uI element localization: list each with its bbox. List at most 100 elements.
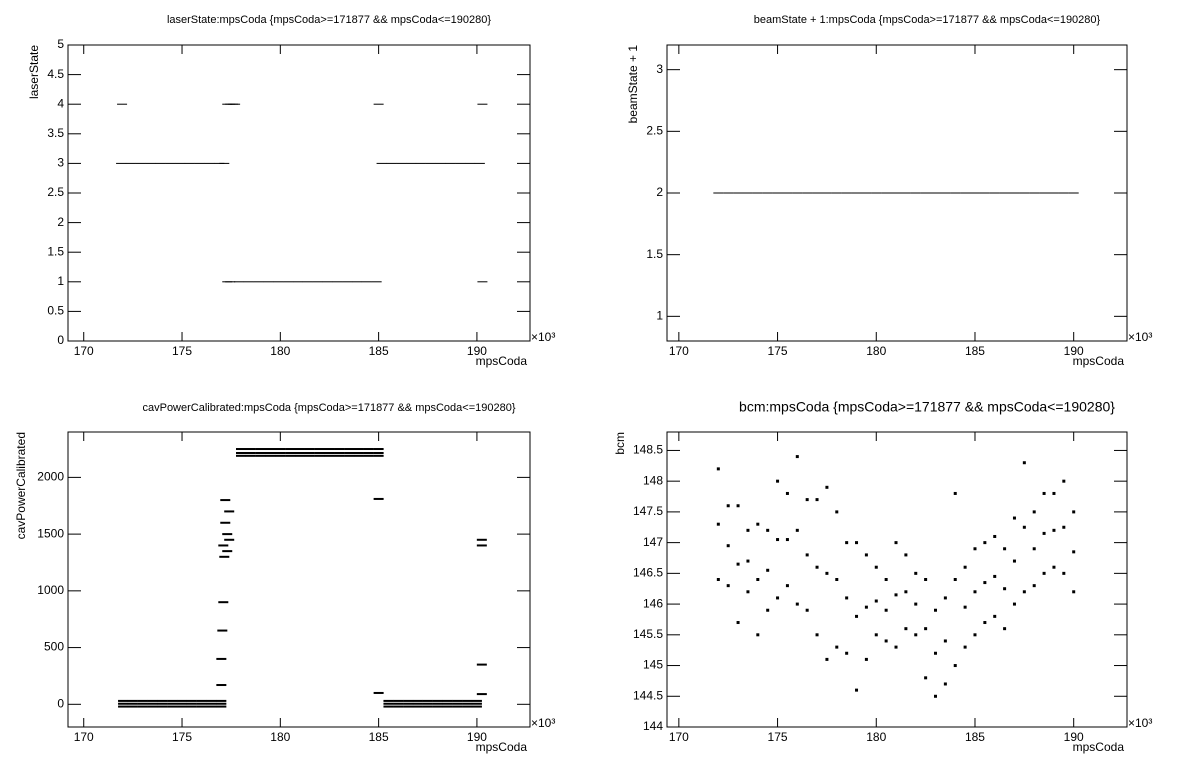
data-point (1052, 565, 1056, 569)
data-point (353, 454, 364, 457)
data-point (186, 705, 197, 708)
data-point (713, 192, 724, 194)
x-tick-label: 185 (369, 730, 389, 744)
data-point (766, 568, 770, 572)
y-tick-label: 0 (57, 333, 64, 347)
data-point (220, 521, 231, 524)
data-point (177, 699, 188, 702)
data-point (186, 699, 197, 702)
data-point (474, 162, 485, 164)
data-point (452, 705, 463, 708)
plot-frame (67, 44, 531, 342)
x-axis-multiplier: ×10³ (531, 716, 555, 730)
data-point (910, 192, 921, 194)
data-point (835, 578, 839, 581)
data-point (983, 541, 987, 545)
data-point (147, 702, 158, 705)
data-point (1062, 525, 1066, 529)
data-point (452, 699, 463, 702)
x-axis-label: mpsCoda (476, 740, 528, 754)
data-point (855, 688, 859, 692)
data-point (1048, 192, 1059, 194)
data-point (953, 578, 957, 581)
data-point (245, 454, 256, 457)
data-point (476, 538, 487, 541)
data-point (403, 702, 414, 705)
y-tick-label: 144 (643, 719, 663, 733)
data-point (167, 702, 178, 705)
data-point (175, 162, 186, 164)
data-point (314, 451, 325, 454)
data-point (322, 281, 333, 283)
data-point (342, 281, 353, 283)
data-point (234, 281, 245, 283)
data-point (283, 281, 294, 283)
data-point (224, 510, 235, 513)
data-point (435, 162, 446, 164)
data-point (236, 454, 247, 457)
data-point (1022, 525, 1026, 529)
data-point (963, 565, 967, 569)
data-point (845, 651, 849, 655)
data-point (1052, 528, 1056, 532)
data-point (344, 448, 355, 451)
y-tick-label: 1 (656, 309, 663, 323)
data-point (219, 162, 230, 164)
data-point (864, 605, 868, 609)
data-point (736, 504, 740, 508)
data-point (314, 448, 325, 451)
data-point (206, 705, 217, 708)
x-axis-multiplier: ×10³ (1128, 716, 1152, 730)
data-point (835, 510, 839, 514)
data-point (855, 614, 859, 618)
data-point (334, 451, 345, 454)
y-tick-label: 145 (643, 658, 663, 672)
y-tick-label: 0 (57, 696, 64, 710)
data-point (275, 451, 286, 454)
data-point (236, 448, 247, 451)
data-point (194, 162, 205, 164)
data-point (756, 633, 760, 637)
data-point (716, 522, 720, 526)
x-tick-label: 185 (369, 344, 389, 358)
data-point (304, 448, 315, 451)
data-point (815, 633, 819, 637)
data-point (412, 699, 423, 702)
data-point (167, 699, 178, 702)
data-point (155, 162, 166, 164)
data-point (255, 451, 266, 454)
y-tick-label: 3 (656, 62, 663, 76)
data-point (219, 555, 230, 558)
data-point (243, 281, 254, 283)
data-point (386, 162, 397, 164)
data-point (884, 608, 888, 612)
data-point (969, 192, 980, 194)
y-tick-label: 148 (643, 473, 663, 487)
data-point (723, 192, 734, 194)
data-point (220, 499, 231, 502)
data-point (766, 528, 770, 532)
data-point (137, 699, 148, 702)
data-point (920, 192, 931, 194)
data-point (924, 627, 928, 631)
y-tick-label: 1.5 (646, 247, 663, 261)
data-point (442, 705, 453, 708)
data-point (933, 651, 937, 655)
data-point (795, 455, 799, 459)
y-axis-label: laserState (27, 45, 41, 99)
data-point (983, 621, 987, 625)
data-point (324, 448, 335, 451)
data-point (177, 705, 188, 708)
data-point (1068, 192, 1079, 194)
data-point (462, 705, 473, 708)
y-tick-label: 2 (656, 185, 663, 199)
data-point (993, 614, 997, 618)
data-point (864, 553, 868, 557)
data-point (196, 699, 207, 702)
data-point (476, 693, 487, 696)
data-point (746, 590, 750, 594)
data-point (973, 547, 977, 551)
data-point (785, 584, 789, 588)
data-point (177, 702, 188, 705)
